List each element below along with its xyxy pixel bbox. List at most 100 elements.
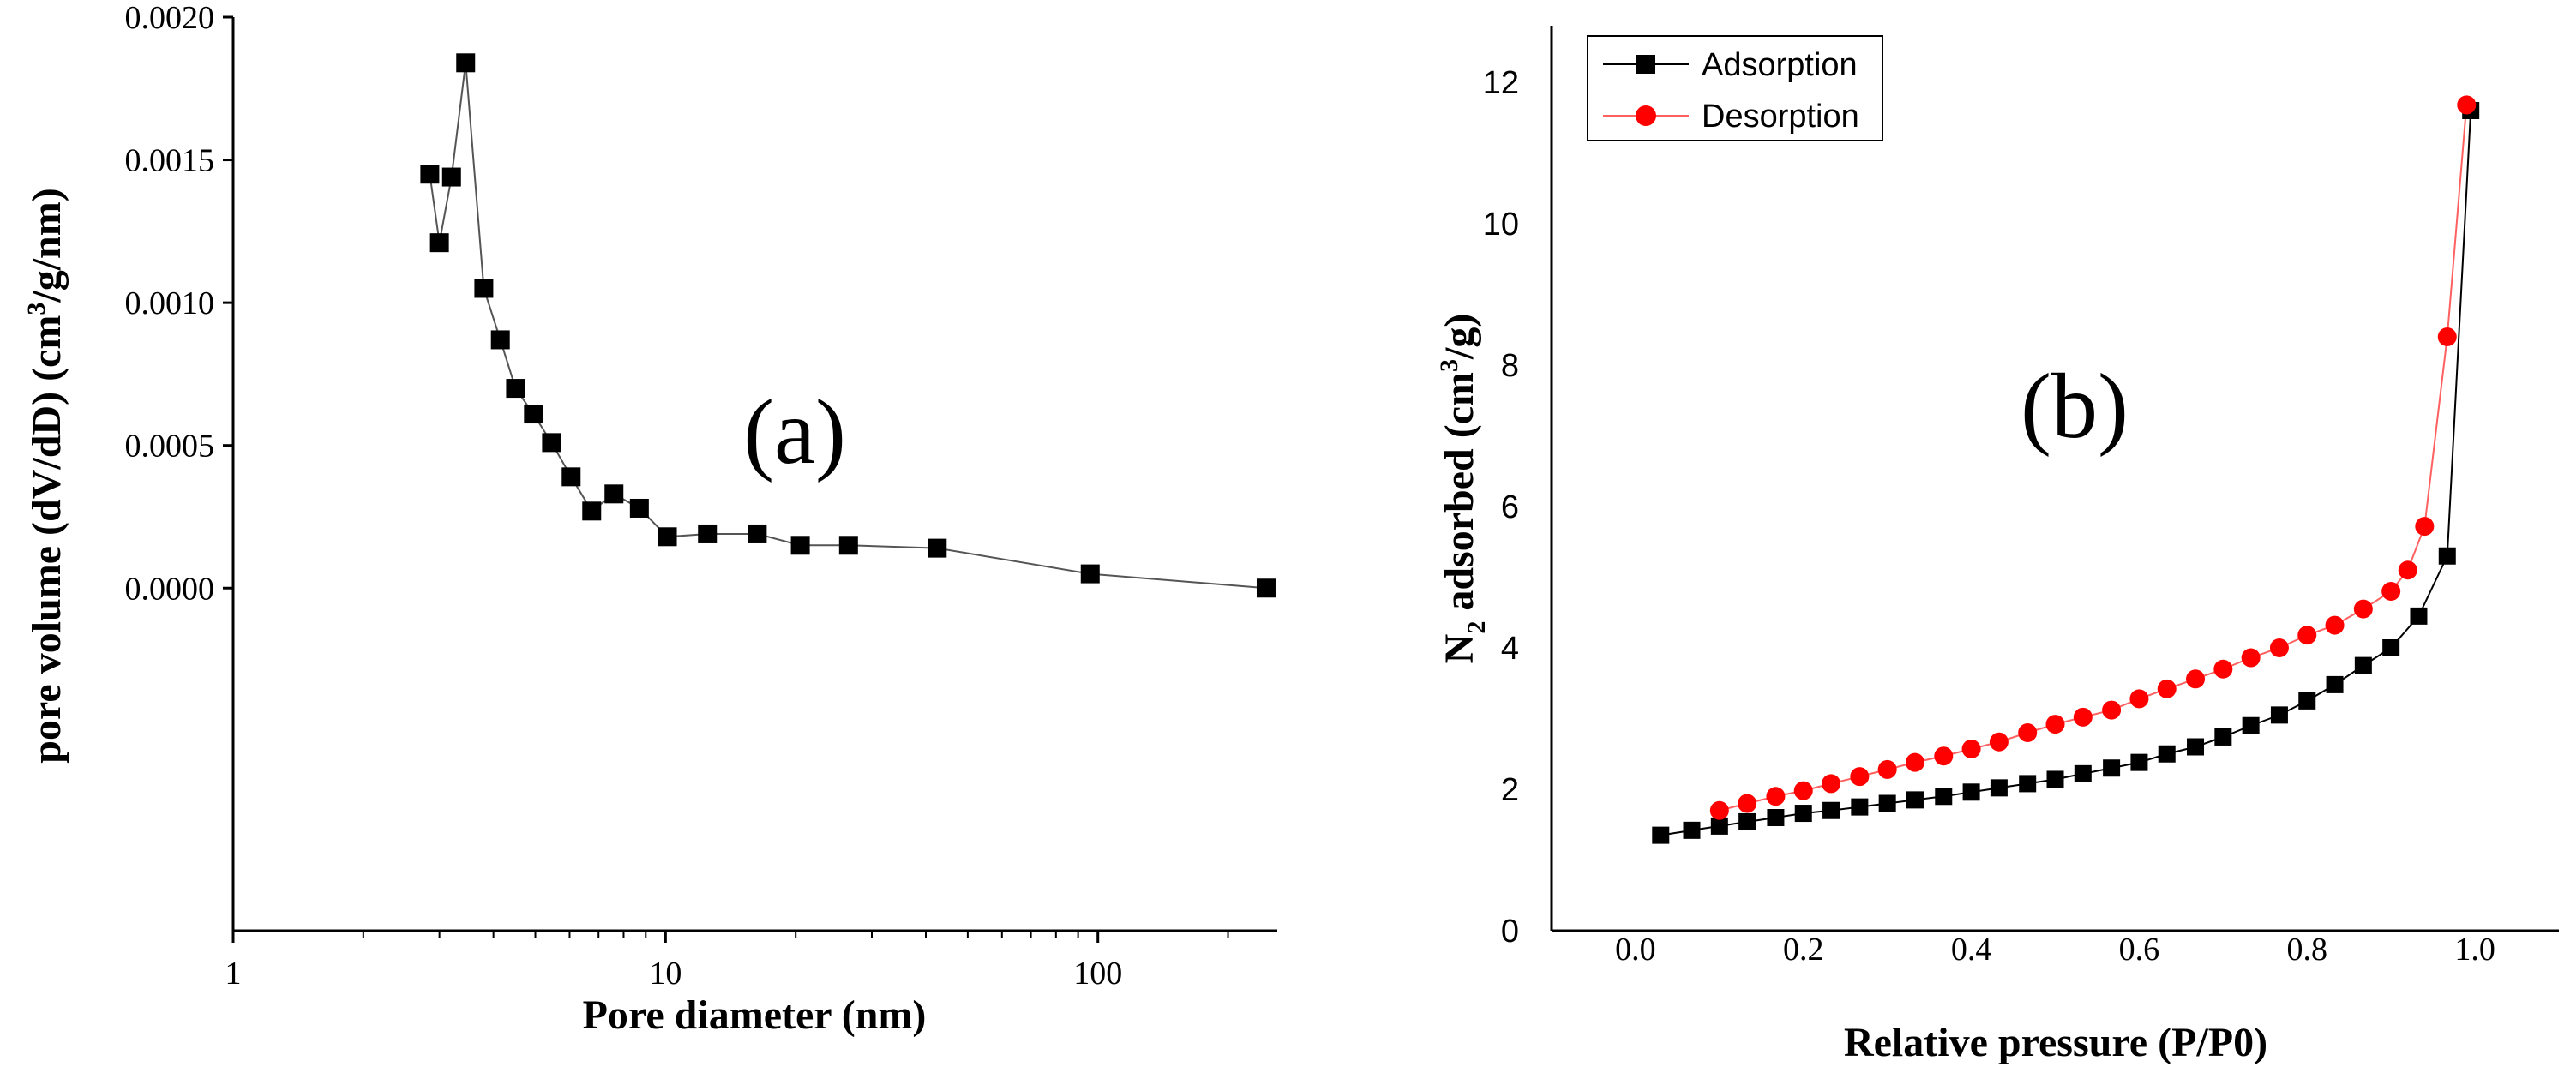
chart-b-desorption-point xyxy=(2045,715,2065,734)
chart-b-desorption-point xyxy=(2129,689,2149,709)
chart-b-desorption-point xyxy=(2018,723,2038,742)
chart-b-y-tick-label: 4 xyxy=(1501,631,1519,667)
chart-a-x-tick-label: 10 xyxy=(649,956,682,992)
chart-b-adsorption-point xyxy=(2326,675,2344,693)
chart-b-desorption-point xyxy=(1793,781,1813,800)
chart-b-adsorption-point xyxy=(2410,607,2428,625)
chart-b-x-tick-label: 0.8 xyxy=(2287,932,2328,968)
chart-b-adsorption-point xyxy=(1683,821,1701,839)
chart-b-adsorption-point xyxy=(1962,783,1980,801)
chart-b-adsorption-point xyxy=(2298,692,2316,710)
chart-b-adsorption-point xyxy=(2382,639,2400,656)
chart-b-x-tick-label: 0.2 xyxy=(1783,932,1824,968)
chart-b-desorption-point xyxy=(2073,707,2093,727)
legend-box xyxy=(1587,35,1883,141)
chart-b-desorption-point xyxy=(1905,752,1924,772)
chart-b-desorption-point xyxy=(1877,759,1897,779)
chart-b-adsorption-point xyxy=(1767,809,1785,826)
chart-b-desorption-point xyxy=(2157,679,2177,698)
chart-b-desorption-point xyxy=(2102,700,2122,720)
chart-b-ylabel-sup: 3 xyxy=(1435,359,1463,372)
chart-a-data-point xyxy=(1080,564,1100,584)
chart-a-y-tick-label: 0.0000 xyxy=(125,571,215,607)
chart-a-x-axis-title: Pore diameter (nm) xyxy=(583,992,927,1038)
chart-b-adsorption-point xyxy=(2158,745,2176,763)
chart-a-y-axis-title: pore volume (dV/dD) (cm3/g/nm) xyxy=(22,188,69,763)
chart-b-adsorption-point xyxy=(2438,547,2456,565)
chart-a-y-tick-label: 0.0005 xyxy=(125,429,215,465)
chart-b-adsorption-point xyxy=(2130,753,2148,771)
chart-b-ylabel-sub: 2 xyxy=(1462,621,1491,634)
chart-b-x-tick-label: 0.4 xyxy=(1951,932,1992,968)
chart-b-desorption-point xyxy=(1989,732,2009,752)
chart-b-desorption-point xyxy=(1709,800,1729,820)
chart-b-x-tick-label: 0.0 xyxy=(1615,932,1656,968)
chart-b-y-axis-title: N2 adsorbed (cm3/g) xyxy=(1435,314,1491,664)
chart-b-adsorption-point xyxy=(1990,779,2008,797)
chart-b-adsorption-point xyxy=(1935,788,1953,806)
chart-a-data-point xyxy=(790,536,810,555)
chart-a-data-point xyxy=(441,167,461,187)
chart-a-data-point xyxy=(748,524,767,543)
chart-a-y-tick-label: 0.0010 xyxy=(125,285,215,321)
chart-b-adsorption-point xyxy=(2103,759,2121,777)
chart-b-adsorption-point xyxy=(2270,706,2288,724)
chart-a-data-point xyxy=(629,498,649,518)
chart-b-desorption-point xyxy=(2353,599,2373,619)
chart-a-data-point xyxy=(928,538,947,558)
chart-b-x-axis-title: Relative pressure (P/P0) xyxy=(1844,1020,2267,1065)
chart-b-ylabel-mid: adsorbed (cm xyxy=(1437,372,1482,621)
chart-b-y-tick-label: 12 xyxy=(1483,65,1519,101)
chart-b-y-tick-label: 0 xyxy=(1501,914,1519,950)
chart-b-ylabel-pre: N xyxy=(1437,633,1482,663)
legend-adsorption-label: Adsorption xyxy=(1702,47,1858,83)
chart-b-panel-label: (b) xyxy=(2021,356,2129,458)
chart-b-adsorption-point xyxy=(1710,817,1728,835)
chart-b-adsorption-point xyxy=(1878,794,1896,812)
chart-a-data-point xyxy=(506,379,525,399)
chart-b-desorption-point xyxy=(2297,626,2317,645)
chart-b-y-tick-label: 10 xyxy=(1483,207,1519,243)
chart-b-y-tick-label: 6 xyxy=(1501,489,1519,525)
chart-b-adsorption-point xyxy=(2074,764,2092,782)
chart-b-ylabel-tail: /g) xyxy=(1437,314,1482,360)
chart-b-desorption-point xyxy=(2415,517,2435,537)
legend-desorption-marker xyxy=(1636,105,1656,126)
chart-a-x-tick-label: 1 xyxy=(225,956,242,992)
chart-a-data-point xyxy=(456,53,476,73)
chart-b-adsorption-point xyxy=(1794,805,1812,823)
chart-b-adsorption-point xyxy=(2214,728,2232,746)
chart-a-data-point xyxy=(524,405,543,424)
chart-a-data-point xyxy=(420,165,440,184)
chart-b-legend: Adsorption Desorption xyxy=(1587,35,1883,141)
chart-b-desorption-point xyxy=(1934,746,1954,766)
chart-a-ylabel-main: pore volume (dV/dD) (cm xyxy=(24,315,69,764)
chart-a-data-point xyxy=(429,233,449,253)
chart-b-adsorption-point xyxy=(2242,716,2260,734)
chart-b-desorption-point xyxy=(2186,669,2206,689)
chart-a-x-tick-label: 100 xyxy=(1073,956,1122,992)
chart-a-data-point xyxy=(604,484,624,504)
chart-b-y-tick-label: 2 xyxy=(1501,772,1519,808)
chart-b-desorption-point xyxy=(1766,787,1786,806)
chart-a-y-tick-label: 0.0020 xyxy=(125,0,215,36)
chart-b-adsorption-point xyxy=(2046,770,2064,788)
chart-b-adsorption-point xyxy=(1906,791,1924,809)
chart-a-panel-label: (a) xyxy=(743,381,846,483)
chart-b-desorption-point xyxy=(2325,615,2345,635)
chart-a-data-point xyxy=(542,433,561,453)
chart-b-y-tick-label: 8 xyxy=(1501,348,1519,384)
chart-b-adsorption-point xyxy=(2187,738,2205,756)
chart-b-series-desorption-line xyxy=(1719,105,2468,812)
chart-a-ylabel-sup: 3 xyxy=(22,303,51,315)
chart-b-desorption-point xyxy=(2269,638,2289,657)
chart-b-desorption-point xyxy=(1961,739,1981,758)
chart-b-desorption-point xyxy=(2241,648,2261,668)
chart-a-data-point xyxy=(490,330,510,350)
chart-b-adsorption-point xyxy=(2354,656,2372,674)
chart-b-adsorption-point xyxy=(1851,798,1869,816)
chart-a-series-line xyxy=(429,63,1267,590)
chart-b-desorption-point xyxy=(1850,767,1870,787)
